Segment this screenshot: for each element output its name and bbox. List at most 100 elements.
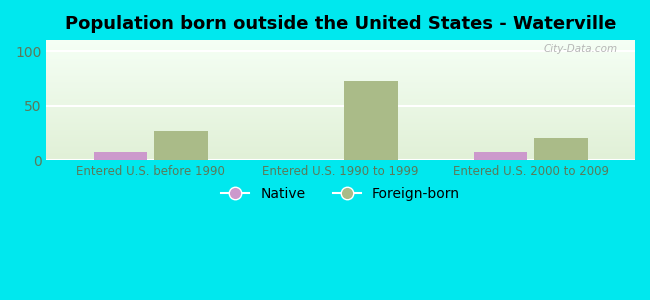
Bar: [46, 92, 635, 93]
Bar: [46, 49, 635, 50]
Bar: [46, 141, 635, 142]
Bar: [46, 68, 635, 69]
Bar: [46, 56, 635, 57]
Bar: [46, 139, 635, 140]
Bar: [46, 113, 635, 115]
Bar: [46, 77, 635, 79]
Bar: [46, 110, 635, 111]
Bar: [46, 129, 635, 130]
Title: Population born outside the United States - Waterville: Population born outside the United State…: [65, 15, 616, 33]
Bar: [46, 41, 635, 43]
Legend: Native, Foreign-born: Native, Foreign-born: [216, 181, 465, 206]
Bar: [46, 142, 635, 143]
Bar: [46, 94, 635, 95]
Bar: [46, 55, 635, 56]
Bar: [46, 146, 635, 147]
Bar: [46, 147, 635, 148]
Bar: [46, 47, 635, 49]
Bar: [46, 117, 635, 118]
Text: City-Data.com: City-Data.com: [543, 44, 618, 54]
Bar: [46, 148, 635, 149]
Bar: [46, 89, 635, 91]
Bar: [46, 69, 635, 70]
Bar: [46, 131, 635, 133]
Bar: [46, 149, 635, 151]
Bar: [46, 155, 635, 157]
Bar: [46, 122, 635, 123]
Bar: [46, 109, 635, 110]
Bar: [46, 128, 635, 129]
Bar: [46, 127, 635, 128]
Bar: [46, 130, 635, 131]
Bar: [46, 61, 635, 62]
Bar: [46, 43, 635, 44]
Bar: [46, 125, 635, 127]
Bar: [46, 62, 635, 63]
Bar: [46, 104, 635, 105]
Bar: [46, 59, 635, 61]
Bar: [46, 100, 635, 101]
Bar: [534, 139, 588, 160]
Bar: [46, 154, 635, 155]
Bar: [46, 119, 635, 121]
Bar: [46, 145, 635, 146]
Bar: [46, 80, 635, 81]
Bar: [46, 64, 635, 65]
Bar: [46, 52, 635, 53]
Bar: [46, 143, 635, 145]
Bar: [46, 40, 635, 41]
Bar: [46, 85, 635, 86]
Bar: [46, 86, 635, 87]
Bar: [46, 93, 635, 94]
Bar: [46, 151, 635, 152]
Bar: [46, 74, 635, 75]
Bar: [46, 157, 635, 158]
Bar: [46, 135, 635, 136]
Bar: [46, 70, 635, 71]
Bar: [46, 95, 635, 97]
Bar: [46, 158, 635, 159]
Bar: [46, 75, 635, 76]
Bar: [46, 51, 635, 52]
Bar: [46, 137, 635, 139]
Bar: [46, 123, 635, 124]
Bar: [46, 153, 635, 154]
Bar: [46, 83, 635, 85]
Bar: [94, 152, 147, 160]
Bar: [46, 58, 635, 59]
Bar: [46, 46, 635, 47]
Bar: [46, 103, 635, 104]
Bar: [46, 53, 635, 55]
Bar: [46, 81, 635, 82]
Bar: [46, 140, 635, 141]
Bar: [46, 112, 635, 113]
Bar: [46, 121, 635, 122]
Bar: [46, 107, 635, 109]
Bar: [46, 97, 635, 98]
Bar: [46, 136, 635, 137]
Bar: [46, 118, 635, 119]
Bar: [46, 44, 635, 45]
Bar: [46, 111, 635, 112]
Bar: [46, 71, 635, 73]
Bar: [46, 115, 635, 116]
Bar: [344, 80, 398, 160]
Bar: [474, 152, 526, 160]
Bar: [46, 63, 635, 64]
Bar: [46, 82, 635, 83]
Bar: [46, 45, 635, 46]
Bar: [46, 79, 635, 80]
Bar: [46, 91, 635, 92]
Bar: [46, 57, 635, 58]
Bar: [46, 152, 635, 153]
Bar: [155, 131, 207, 160]
Bar: [46, 106, 635, 107]
Bar: [46, 124, 635, 125]
Bar: [46, 65, 635, 67]
Bar: [46, 67, 635, 68]
Bar: [46, 50, 635, 51]
Bar: [46, 87, 635, 88]
Bar: [46, 76, 635, 77]
Bar: [46, 73, 635, 74]
Bar: [46, 134, 635, 135]
